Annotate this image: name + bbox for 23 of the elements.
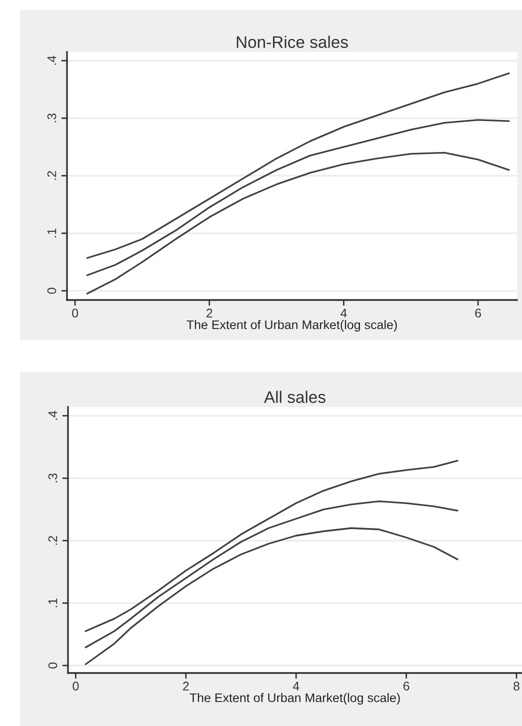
y-tick-label: 0 xyxy=(47,288,56,294)
chart-title: All sales xyxy=(264,390,326,403)
y-tick-label: .4 xyxy=(48,410,58,420)
y-tick-label: .3 xyxy=(47,114,56,122)
y-tick-label: .2 xyxy=(48,536,58,545)
y-tick-label: .1 xyxy=(48,598,58,608)
x-tick-label: 6 xyxy=(403,682,410,691)
x-tick-label: 8 xyxy=(514,682,520,691)
chart-title: Non-Rice sales xyxy=(236,36,348,48)
x-axis-title: The Extent of Urban Market(log scale) xyxy=(190,692,400,705)
y-tick-label: .3 xyxy=(48,474,58,482)
y-tick-label: .2 xyxy=(47,171,56,180)
x-tick-label: 6 xyxy=(475,308,481,318)
x-tick-label: 0 xyxy=(72,682,79,691)
y-tick-label: 0 xyxy=(48,662,58,668)
x-tick-label: 4 xyxy=(292,682,300,690)
x-axis-title: The Extent of Urban Market(log scale) xyxy=(186,320,397,332)
y-tick-label: .4 xyxy=(47,56,56,65)
y-tick-label: .1 xyxy=(47,228,56,238)
x-tick-label: 2 xyxy=(183,682,189,690)
x-tick-label: 4 xyxy=(340,308,347,318)
x-tick-label: 2 xyxy=(206,308,212,318)
x-tick-label: 0 xyxy=(72,308,78,318)
